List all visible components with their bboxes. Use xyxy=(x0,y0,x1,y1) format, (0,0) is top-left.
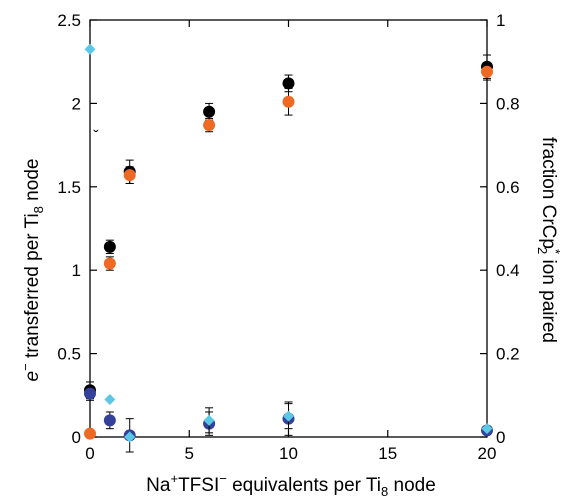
y-left-tick-label: 1 xyxy=(72,261,81,280)
data-point-diamond xyxy=(481,423,493,435)
y-right-tick-label: 0.8 xyxy=(496,94,520,113)
data-point xyxy=(282,95,295,108)
y-right-tick-label: 1 xyxy=(496,11,505,30)
data-point xyxy=(103,240,116,253)
data-point xyxy=(123,169,136,182)
y-right-tick-label: 0.4 xyxy=(496,261,520,280)
x-tick-label: 10 xyxy=(279,444,298,463)
y-right-axis-ticks: 0 0.2 0.4 0.6 0.8 1 xyxy=(480,11,520,447)
data-point xyxy=(203,105,216,118)
x-tick-label: 0 xyxy=(85,444,94,463)
data-point-diamond xyxy=(84,43,96,55)
y-left-tick-label: 0.5 xyxy=(57,345,81,364)
x-axis-ticks: 0 5 10 15 20 xyxy=(85,20,496,463)
y-left-axis-label: e− transferred per Ti8 node xyxy=(18,159,46,382)
data-point-diamond xyxy=(124,431,136,443)
data-point xyxy=(84,387,96,400)
annotation-mark: ˇ xyxy=(93,127,99,146)
y-left-tick-label: 1.5 xyxy=(57,178,81,197)
x-axis-label: Na+TFSI− equivalents per Ti8 node xyxy=(146,471,436,499)
y-left-axis-ticks: 0 0.5 1 1.5 2 2.5 xyxy=(57,11,97,447)
x-tick-label: 15 xyxy=(378,444,397,463)
data-point xyxy=(103,414,116,427)
x-tick-label: 5 xyxy=(185,444,194,463)
data-point xyxy=(203,119,216,132)
y-right-tick-label: 0.2 xyxy=(496,345,520,364)
y-right-tick-label: 0 xyxy=(496,428,505,447)
x-tick-label: 20 xyxy=(478,444,497,463)
y-right-axis-label: fraction CrCp*2 ion paired xyxy=(535,137,563,343)
data-point-diamond xyxy=(104,393,116,405)
data-point xyxy=(282,77,295,90)
data-point-diamond xyxy=(203,414,215,426)
data-point xyxy=(481,65,493,78)
data-marks xyxy=(84,43,493,453)
data-point xyxy=(103,257,116,270)
data-point-diamond xyxy=(283,410,294,422)
y-right-tick-label: 0.6 xyxy=(496,178,520,197)
y-left-tick-label: 2.5 xyxy=(57,11,81,30)
y-left-tick-label: 0 xyxy=(72,428,81,447)
data-point xyxy=(84,427,96,440)
y-left-tick-label: 2 xyxy=(72,94,81,113)
